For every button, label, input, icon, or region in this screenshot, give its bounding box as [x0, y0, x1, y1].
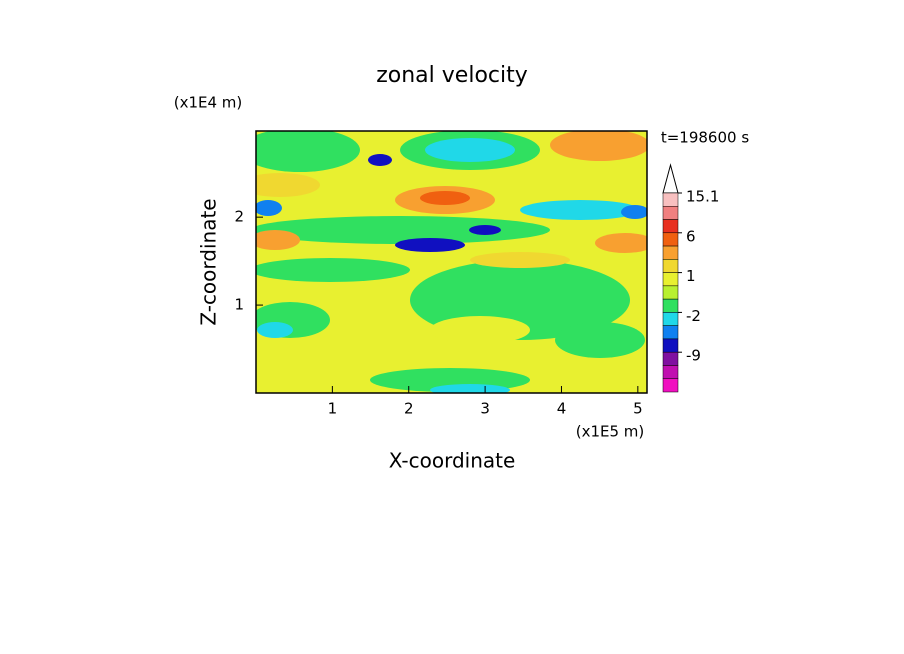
y-tick-label: 2 [234, 208, 244, 226]
y-unit: (x1E4 m) [174, 94, 243, 112]
colorbar-box [662, 232, 679, 247]
x-tick-label: 4 [557, 400, 567, 418]
chart-title: zonal velocity [376, 63, 528, 88]
plot-frame [255, 130, 648, 394]
x-axis-label: X-coordinate [389, 449, 516, 473]
colorbar-label: 1 [686, 267, 696, 285]
colorbar-label: 15.1 [686, 188, 719, 206]
contour-field [256, 131, 647, 393]
colorbar-box [662, 219, 679, 234]
colorbar-box [662, 338, 679, 353]
colorbar-label: -9 [686, 347, 701, 365]
colorbar-label: -2 [686, 307, 701, 325]
colorbar-box [662, 245, 679, 260]
x-tick-label: 2 [404, 400, 414, 418]
time-label: t=198600 s [661, 129, 749, 147]
colorbar-box [662, 298, 679, 313]
y-axis-label: Z-coordinate [197, 198, 221, 325]
x-tick-label: 1 [328, 400, 338, 418]
colorbar-box [662, 206, 679, 220]
colorbar-box [662, 192, 679, 207]
colorbar-box [662, 259, 679, 273]
colorbar-label: 6 [686, 227, 696, 245]
x-tick-label: 3 [480, 400, 490, 418]
colorbar-box [662, 378, 679, 393]
y-tick-label: 1 [234, 296, 244, 314]
colorbar-box [662, 351, 679, 366]
colorbar-box [662, 325, 679, 340]
colorbar-triangle [662, 163, 679, 194]
colorbar-box [662, 365, 679, 379]
colorbar-box [662, 285, 679, 300]
colorbar-box [662, 272, 679, 287]
x-unit: (x1E5 m) [576, 423, 645, 441]
colorbar-box [662, 312, 679, 326]
x-tick-label: 5 [633, 400, 643, 418]
